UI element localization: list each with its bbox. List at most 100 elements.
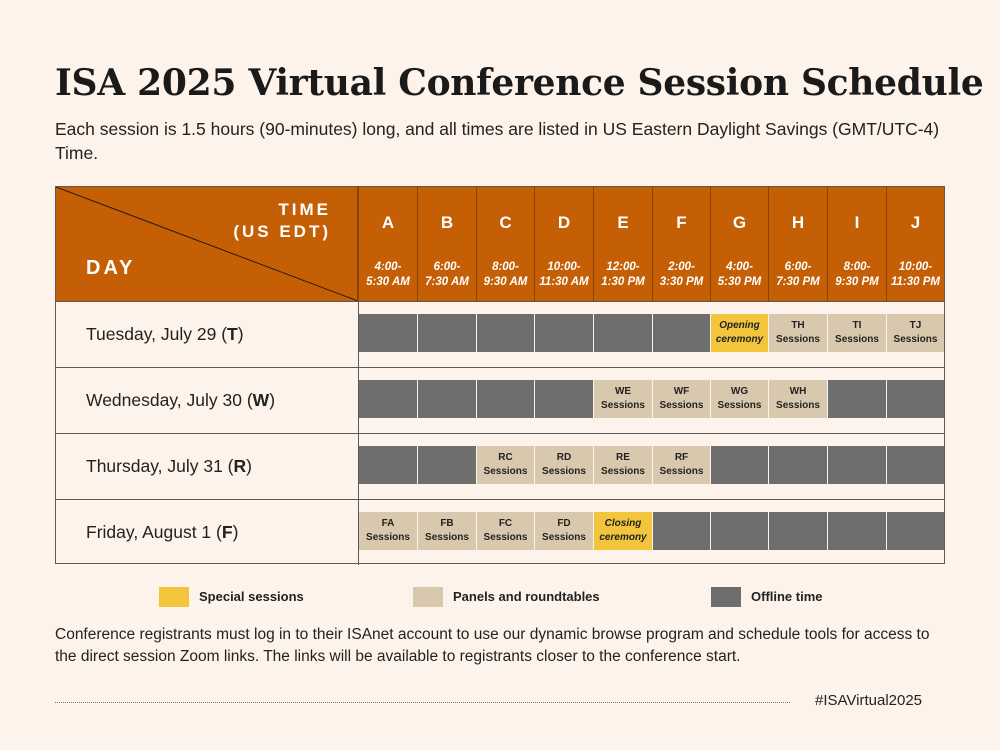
row-divider: [358, 368, 359, 433]
day-code: W: [252, 390, 270, 410]
column-time: 8:00- 9:30 PM: [828, 260, 886, 290]
time-header-label: TIME (US EDT): [233, 199, 331, 243]
session-cell-off: [828, 380, 886, 418]
session-code: RD: [556, 452, 572, 463]
column-time: 10:00- 11:30 AM: [535, 260, 593, 290]
session-cell-panel: WG Sessions: [711, 380, 768, 418]
column-letter: F: [676, 213, 687, 232]
column-time-start: 10:00-: [547, 261, 581, 273]
session-cell-off: [477, 314, 534, 352]
legend-label: Panels and roundtables: [453, 589, 600, 604]
day-name: Wednesday, July 30 (W): [86, 368, 275, 432]
footer-note: Conference registrants must log in to th…: [55, 626, 930, 665]
column-time: 4:00- 5:30 AM: [359, 260, 417, 290]
session-cell-special: Opening ceremony: [711, 314, 768, 352]
session-cell-off: [418, 380, 476, 418]
session-type: Sessions: [483, 532, 528, 543]
session-cell-panel: RF Sessions: [653, 446, 710, 484]
day-label-text: Wednesday, July 30 (: [86, 390, 253, 410]
column-header-h: H 6:00- 7:30 PM: [768, 187, 827, 301]
session-cell-off: [828, 512, 886, 550]
column-time: 2:00- 3:30 PM: [653, 260, 710, 290]
header-corner: TIME (US EDT) DAY: [56, 187, 358, 301]
column-letter: B: [440, 213, 454, 232]
session-type: Sessions: [776, 400, 820, 411]
column-time: 6:00- 7:30 AM: [418, 260, 476, 290]
session-cell-panel: RE Sessions: [594, 446, 652, 484]
column-time-start: 12:00-: [606, 261, 640, 273]
session-cell-panel: FD Sessions: [535, 512, 593, 550]
column-header-b: B 6:00- 7:30 AM: [417, 187, 476, 301]
column-time-start: 6:00-: [784, 261, 812, 273]
session-type: ceremony: [715, 334, 764, 345]
row-divider: [358, 434, 359, 499]
column-letter: I: [854, 213, 860, 232]
legend-swatch: [711, 587, 741, 607]
footer-dotted-line: [55, 702, 790, 703]
column-letter: H: [791, 213, 805, 232]
column-time-start: 6:00-: [433, 261, 461, 273]
column-header-c: C 8:00- 9:30 AM: [476, 187, 534, 301]
column-time-end: 5:30 PM: [717, 276, 762, 288]
day-label-text: Thursday, July 31 (: [86, 456, 234, 476]
column-letter: C: [499, 213, 512, 232]
session-cell-off: [359, 380, 417, 418]
session-cell-off: [887, 380, 944, 418]
session-code: FA: [381, 518, 395, 529]
column-time-end: 7:30 AM: [425, 276, 469, 288]
day-header-label: DAY: [86, 257, 136, 279]
session-code: FD: [557, 518, 571, 529]
day-label-text: Friday, August 1 (: [86, 522, 222, 542]
day-label-text: Tuesday, July 29 (: [86, 324, 228, 344]
day-code-close: ): [237, 324, 244, 344]
session-cell-panel: WH Sessions: [769, 380, 827, 418]
day-code: R: [233, 456, 247, 476]
column-time: 12:00- 1:30 PM: [594, 260, 652, 290]
day-row: Thursday, July 31 (R) RC Sessions RD Session…: [56, 433, 944, 499]
session-code: Opening: [719, 320, 760, 331]
session-type: Sessions: [601, 400, 645, 411]
session-cell-off: [418, 314, 476, 352]
session-type: ceremony: [599, 532, 647, 543]
column-time-end: 9:30 PM: [835, 276, 879, 288]
column-time-end: 3:30 PM: [659, 276, 704, 288]
session-type: Sessions: [425, 532, 469, 543]
session-code: TH: [791, 320, 805, 331]
session-code: WE: [614, 386, 632, 397]
column-letter: G: [732, 213, 747, 232]
session-code: RC: [498, 452, 513, 463]
column-time: 6:00- 7:30 PM: [769, 260, 827, 290]
row-divider: [358, 500, 359, 565]
legend-label: Offline time: [751, 589, 823, 604]
column-time-start: 4:00-: [726, 261, 753, 273]
column-time-end: 5:30 AM: [366, 276, 410, 288]
session-code: TJ: [909, 320, 922, 331]
column-time-start: 8:00-: [492, 261, 519, 273]
session-cell-panel: TJ Sessions: [887, 314, 944, 352]
session-type: Sessions: [659, 466, 704, 477]
legend-swatch: [159, 587, 189, 607]
column-time-end: 11:30 PM: [890, 276, 940, 288]
session-cell-off: [359, 446, 417, 484]
session-cell-off: [535, 314, 593, 352]
session-code: WH: [789, 386, 807, 397]
time-label-line-2: (US EDT): [233, 222, 331, 241]
column-letter: A: [381, 213, 395, 232]
day-code: F: [221, 522, 233, 542]
column-time-start: 2:00-: [668, 261, 695, 273]
hashtag: #ISAVirtual2025: [815, 692, 923, 709]
day-row: Friday, August 1 (F) FA Sessions FB Sessions…: [56, 499, 944, 565]
session-cell-panel: FC Sessions: [477, 512, 534, 550]
column-header-f: F 2:00- 3:30 PM: [652, 187, 710, 301]
session-code: Closing: [604, 518, 642, 529]
session-type: Sessions: [659, 400, 704, 411]
session-cell-off: [653, 512, 710, 550]
session-cell-panel: RC Sessions: [477, 446, 534, 484]
session-code: RE: [616, 452, 630, 463]
diagonal-divider: [56, 187, 357, 301]
day-code-close: ): [246, 456, 252, 476]
column-time-end: 9:30 AM: [483, 276, 528, 288]
session-cell-off: [887, 512, 944, 550]
session-cell-off: [711, 446, 768, 484]
row-divider: [358, 302, 359, 367]
